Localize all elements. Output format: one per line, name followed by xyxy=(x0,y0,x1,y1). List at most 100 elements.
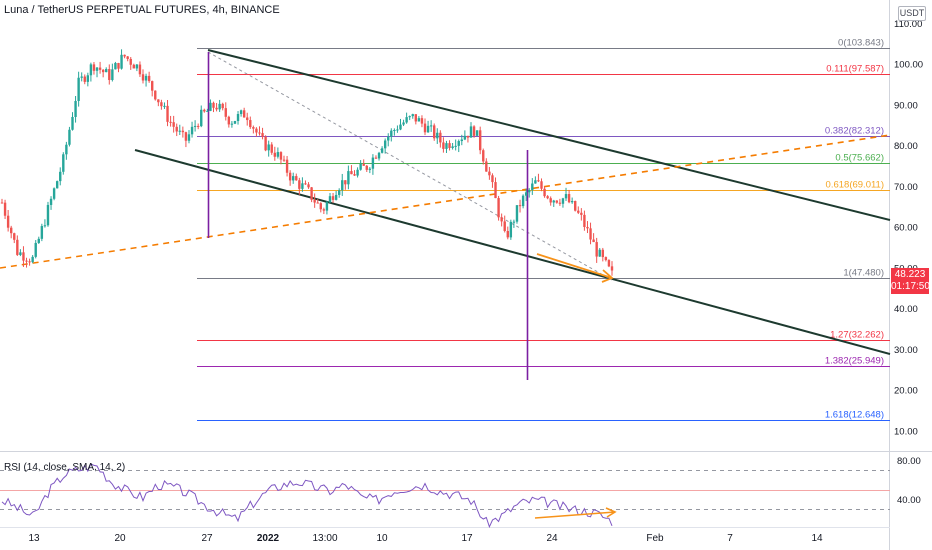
candle-body xyxy=(534,180,537,184)
candle-body xyxy=(261,133,264,137)
candle-body xyxy=(111,69,114,81)
channel-upper-line xyxy=(207,49,891,221)
candle-body xyxy=(387,136,390,141)
time-tick-label: 17 xyxy=(461,533,473,544)
chart-title: Luna / TetherUS PERPETUAL FUTURES, 4h, B… xyxy=(4,4,280,16)
drawings[interactable] xyxy=(0,49,891,380)
candle-body xyxy=(512,221,516,223)
candle-body xyxy=(316,202,319,204)
candle-body xyxy=(65,144,68,155)
candle-body xyxy=(341,180,344,191)
candle-body xyxy=(451,146,454,149)
candle-body xyxy=(101,69,105,73)
candle-body xyxy=(135,64,139,69)
candle-body xyxy=(546,196,549,199)
candle-body xyxy=(46,204,50,226)
candle-body xyxy=(524,192,528,196)
candle-body xyxy=(203,109,206,112)
candle-body xyxy=(6,215,10,228)
candle-body xyxy=(515,205,519,222)
candle-body xyxy=(49,198,53,205)
rsi-pane: 80.00 40.00 xyxy=(0,456,921,529)
candle-body xyxy=(40,226,44,239)
candle-body xyxy=(426,125,430,133)
candle-body xyxy=(586,226,589,229)
price-tick-label: 40.00 xyxy=(894,304,918,315)
price-tick-label: 70.00 xyxy=(894,182,918,193)
candle-body xyxy=(497,198,500,218)
candle-body xyxy=(267,144,270,151)
candle-body xyxy=(292,176,295,181)
candle-body xyxy=(285,159,289,173)
divergence-arrow xyxy=(536,253,614,283)
candle-body xyxy=(157,99,160,103)
candle-body xyxy=(71,116,74,130)
candle-body xyxy=(469,126,473,138)
candle-body xyxy=(117,63,120,69)
candle-body xyxy=(105,69,108,73)
fib-level-label: 0.111(97.587) xyxy=(826,64,884,75)
candle-body xyxy=(592,239,595,243)
candle-body xyxy=(436,132,439,139)
rsi-divergence-arrow xyxy=(534,507,617,519)
fib-level-label: 0.618(69.011) xyxy=(826,180,884,191)
candle-body xyxy=(549,198,552,203)
price-tick-label: 100.00 xyxy=(894,60,923,71)
candle-body xyxy=(43,225,47,227)
candle-body xyxy=(255,128,258,133)
currency-badge[interactable]: USDT xyxy=(898,6,926,21)
candle-body xyxy=(279,152,283,160)
fib-level-label: 0.5(75.662) xyxy=(835,153,884,164)
candle-body xyxy=(154,90,157,100)
candle-body xyxy=(196,125,200,127)
candle-body xyxy=(166,105,169,122)
candle-body xyxy=(264,136,267,151)
rsi-indicator-label[interactable]: RSI (14, close, SMA, 14, 2) xyxy=(4,462,126,473)
last-price-value: 48.223 xyxy=(894,269,926,280)
candle-body xyxy=(482,150,485,162)
candle-body xyxy=(215,107,218,110)
candle-body xyxy=(325,202,329,211)
candle-body xyxy=(151,81,154,91)
candle-body xyxy=(570,201,574,203)
candle-body xyxy=(242,110,246,118)
fib-trend-line xyxy=(207,51,613,281)
candle-body xyxy=(83,76,86,82)
time-axis[interactable]: 13 20 27 2022 13:00 10 17 24 Feb 7 14 xyxy=(28,533,823,544)
candle-body xyxy=(460,139,463,142)
candle-body xyxy=(374,157,378,159)
candle-body xyxy=(276,152,280,157)
candle-body xyxy=(478,130,482,151)
candle-body xyxy=(607,260,611,267)
candle-body xyxy=(138,64,142,75)
candle-body xyxy=(390,130,393,137)
candle-body xyxy=(555,200,559,203)
candle-body xyxy=(439,132,442,143)
support-trendline xyxy=(0,134,891,269)
candle-body xyxy=(310,187,313,200)
candle-body xyxy=(402,122,405,125)
candle-body xyxy=(224,108,227,117)
candle-body xyxy=(344,180,347,185)
candle-body xyxy=(475,130,479,136)
candle-body xyxy=(218,103,221,110)
candle-body xyxy=(77,77,80,101)
price-axis[interactable]: 110.00100.0090.0080.0070.0060.0050.0040.… xyxy=(894,19,923,438)
candle-body xyxy=(399,124,402,130)
price-tick-label: 30.00 xyxy=(894,345,918,356)
fibonacci-retracement[interactable]: 0(103.843) 0.111(97.587) 0.382(82.312) 0.5(… xyxy=(197,38,890,421)
candle-body xyxy=(89,64,93,76)
candle-body xyxy=(610,266,614,271)
candle-body xyxy=(16,239,19,255)
candle-body xyxy=(239,110,243,115)
candle-body xyxy=(34,242,37,257)
candle-body xyxy=(359,163,362,170)
candle-body xyxy=(37,238,40,243)
candle-body xyxy=(25,260,28,262)
candle-body xyxy=(141,74,145,81)
channel-lower-line xyxy=(134,149,891,355)
candle-body xyxy=(0,202,4,204)
candle-body xyxy=(80,76,83,78)
price-tick-label: 10.00 xyxy=(894,426,918,437)
